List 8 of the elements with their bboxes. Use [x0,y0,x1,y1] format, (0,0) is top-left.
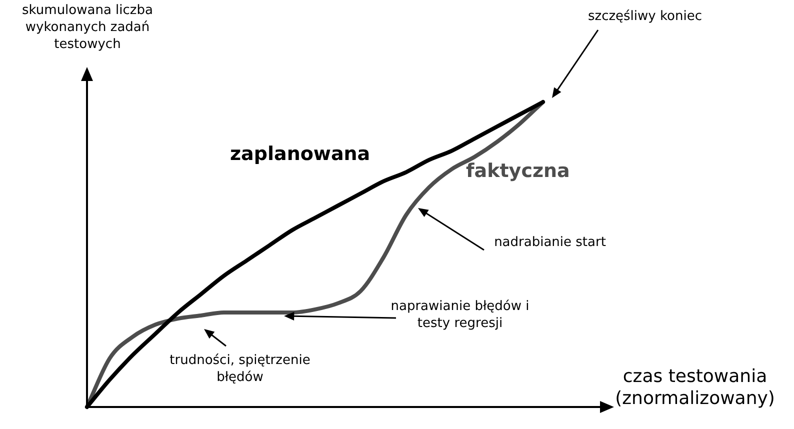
annotation: nadrabianie start [493,234,607,251]
x-axis-title: czas testowania (znormalizowany) [614,366,776,410]
series-label: zaplanowana [230,143,370,165]
y-axis-title: skumulowana liczba wykonanych zadań testowych [21,2,154,53]
text: szczęśliwy koniec [586,8,704,25]
annotation: naprawianie błędów i testy regresji [390,298,530,332]
series-label: faktyczna [466,160,570,182]
annotation: trudności, spiętrzenie błędów [168,352,312,386]
